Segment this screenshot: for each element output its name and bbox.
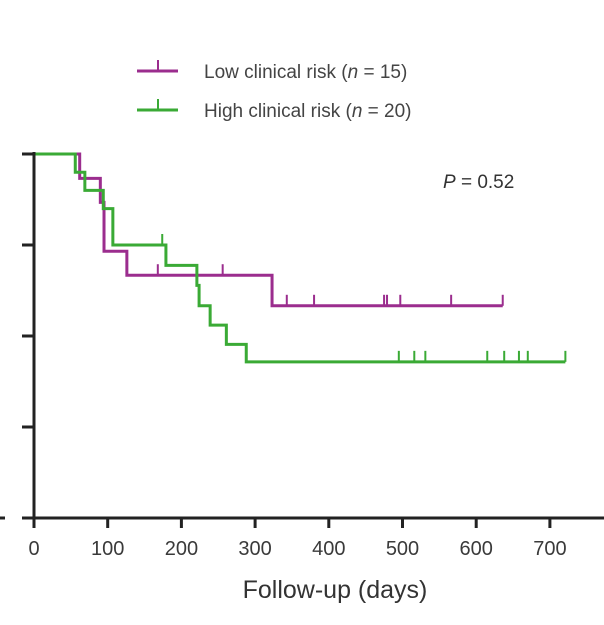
x-tick-label: 300 xyxy=(238,538,271,560)
x-axis-title: Follow-up (days) xyxy=(243,576,428,604)
legend-n-value: = 20) xyxy=(362,101,411,122)
survival-curve xyxy=(34,152,503,308)
legend-item: High clinical risk (n = 20) xyxy=(137,99,412,122)
x-tick-label: 100 xyxy=(91,538,124,560)
legend-series-name: Low clinical risk ( xyxy=(204,62,348,83)
x-tick-label: 500 xyxy=(386,538,419,560)
axes: 0 100 200 300 400 500 600 700 xyxy=(0,152,604,560)
legend-series-name: High clinical risk ( xyxy=(204,101,352,122)
p-value-annotation: P = 0.52 xyxy=(443,172,514,193)
series-high-risk xyxy=(34,152,567,364)
legend-label: Low clinical risk (n = 15) xyxy=(204,62,407,83)
series-low-risk xyxy=(34,152,504,308)
legend-n-symbol: n xyxy=(348,62,359,83)
x-tick-label: 600 xyxy=(460,538,493,560)
p-value: = 0.52 xyxy=(456,172,515,193)
legend-item: Low clinical risk (n = 15) xyxy=(137,60,407,83)
x-tick-label: 200 xyxy=(165,538,198,560)
x-tick-label: 0 xyxy=(28,538,39,560)
legend-n-symbol: n xyxy=(352,101,363,122)
legend: Low clinical risk (n = 15) High clinical … xyxy=(137,60,412,122)
legend-label: High clinical risk (n = 20) xyxy=(204,101,412,122)
p-symbol: P xyxy=(443,172,456,193)
legend-n-value: = 15) xyxy=(358,62,407,83)
x-tick-label: 700 xyxy=(533,538,566,560)
survival-curves xyxy=(34,152,567,364)
survival-curve xyxy=(34,152,566,364)
x-tick-label: 400 xyxy=(312,538,345,560)
